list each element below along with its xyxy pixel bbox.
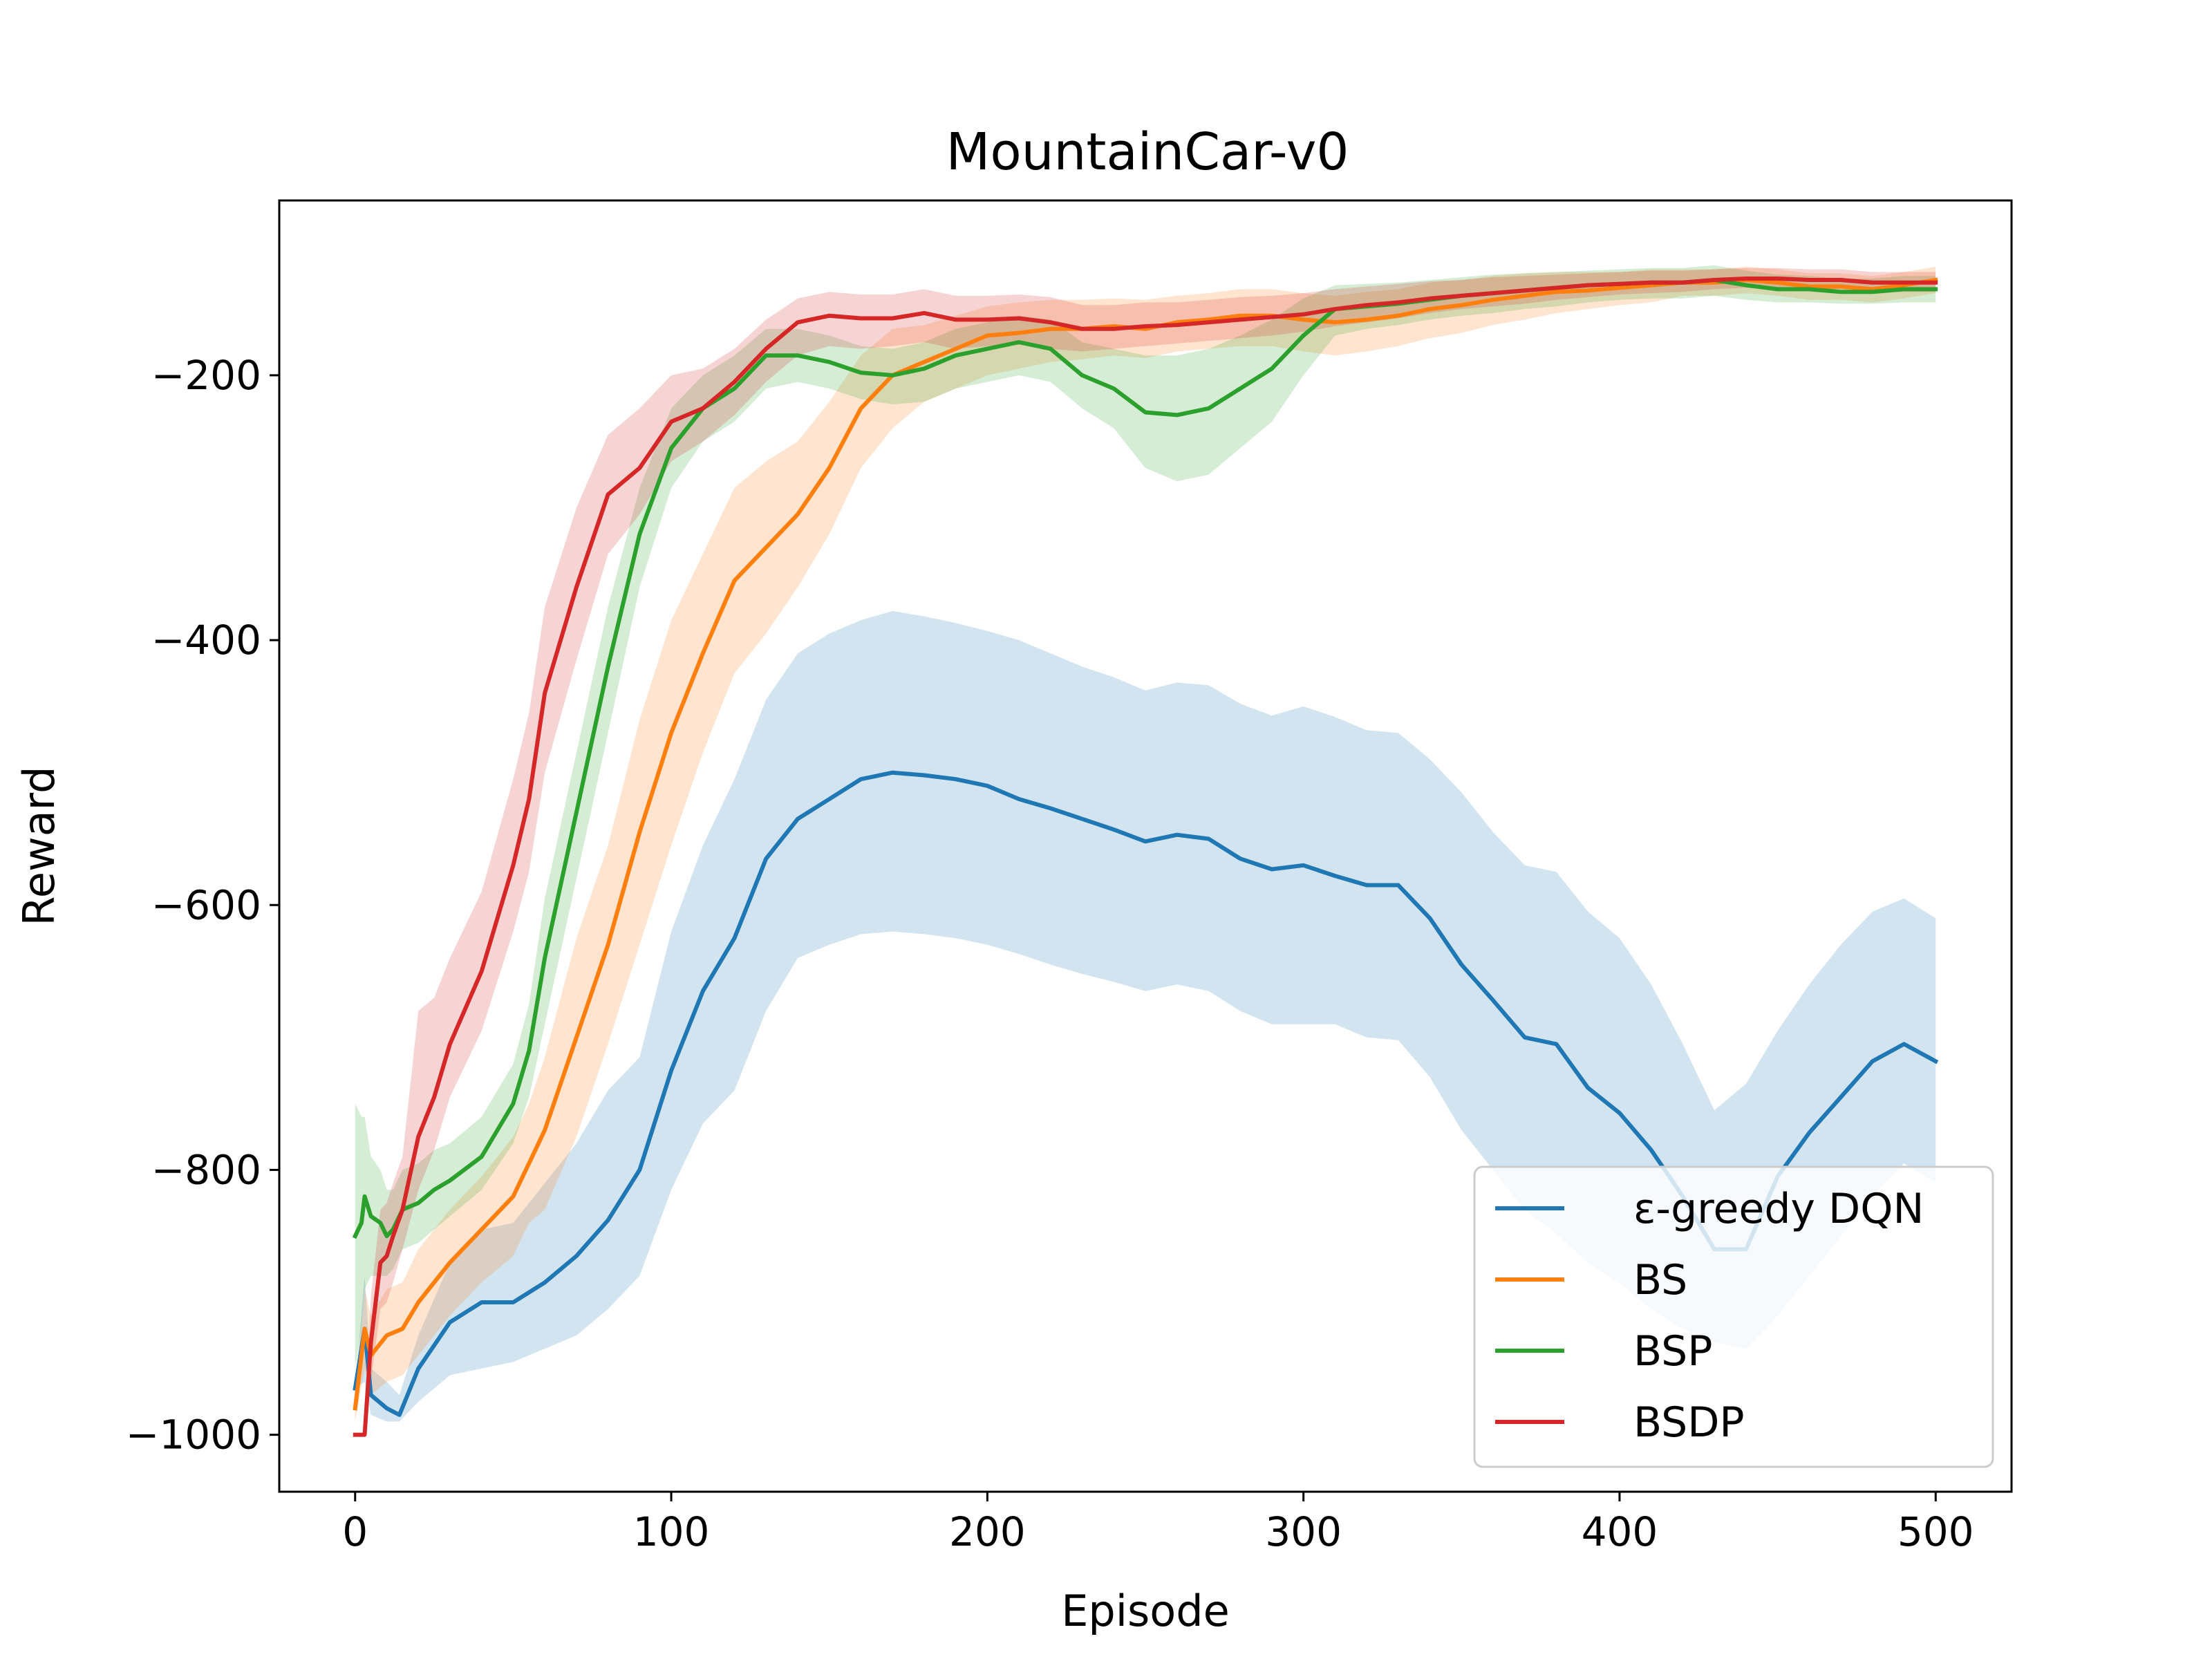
- y-tick-label: −600: [151, 881, 261, 928]
- y-tick-label: −1000: [126, 1412, 261, 1459]
- legend-label-greedy-dqn: ε-greedy DQN: [1633, 1185, 1924, 1233]
- series-line-bsdp: [353, 276, 1938, 1437]
- y-tick-label: −200: [151, 352, 261, 399]
- chart-title: MountainCar-v0: [946, 122, 1349, 182]
- plot-frame: [278, 199, 2013, 1493]
- x-tick-label: 300: [1265, 1508, 1342, 1555]
- legend-label-bsdp: BSDP: [1633, 1398, 1745, 1447]
- x-tick-label: 100: [633, 1508, 710, 1555]
- x-tick-label: 500: [1897, 1508, 1974, 1555]
- legend: ε-greedy DQN BS BSP BSDP: [1473, 1165, 1994, 1468]
- x-tick-label: 400: [1582, 1508, 1658, 1555]
- band-bs: [355, 266, 1936, 1422]
- legend-frame: [1473, 1165, 1994, 1468]
- x-tick-label: 200: [949, 1508, 1026, 1555]
- y-tick-label: −400: [151, 617, 261, 664]
- series-lines: [352, 276, 1939, 1437]
- x-axis-ticks: 0 100 200 300 400 500: [342, 1492, 1974, 1555]
- legend-label-bs: BS: [1633, 1256, 1687, 1304]
- x-tick-label: 0: [342, 1508, 368, 1555]
- y-axis-label: Reward: [14, 767, 64, 926]
- x-axis-label: Episode: [1061, 1586, 1230, 1636]
- legend-label-bsp: BSP: [1633, 1327, 1712, 1376]
- y-axis-ticks: −1000 −800 −600 −400 −200: [126, 352, 279, 1459]
- y-tick-label: −800: [151, 1146, 261, 1193]
- series-line-greedy-dqn: [353, 770, 1939, 1417]
